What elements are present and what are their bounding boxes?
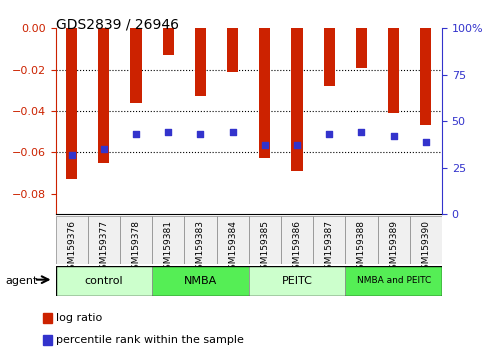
Bar — [324, 28, 335, 86]
FancyBboxPatch shape — [378, 216, 410, 264]
Point — [68, 152, 75, 158]
Bar — [43, 335, 52, 345]
Text: GSM159385: GSM159385 — [260, 220, 270, 275]
FancyBboxPatch shape — [281, 216, 313, 264]
Text: NMBA: NMBA — [184, 275, 217, 286]
Text: PEITC: PEITC — [282, 275, 313, 286]
Bar — [195, 28, 206, 97]
Text: GSM159378: GSM159378 — [131, 220, 141, 275]
Text: GSM159386: GSM159386 — [293, 220, 301, 275]
Text: GSM159387: GSM159387 — [325, 220, 334, 275]
Bar — [98, 28, 110, 162]
Point — [100, 146, 108, 152]
Point — [293, 143, 301, 148]
Bar — [259, 28, 270, 159]
Point — [164, 130, 172, 135]
FancyBboxPatch shape — [120, 216, 152, 264]
Point — [357, 130, 365, 135]
Point — [326, 131, 333, 137]
Point — [197, 131, 204, 137]
Text: GSM159389: GSM159389 — [389, 220, 398, 275]
Text: GSM159390: GSM159390 — [421, 220, 430, 275]
Text: NMBA and PEITC: NMBA and PEITC — [356, 276, 431, 285]
Text: GSM159377: GSM159377 — [99, 220, 108, 275]
Point — [261, 143, 269, 148]
FancyBboxPatch shape — [152, 216, 185, 264]
FancyBboxPatch shape — [249, 216, 281, 264]
Bar — [388, 28, 399, 113]
Text: GSM159381: GSM159381 — [164, 220, 173, 275]
FancyBboxPatch shape — [216, 216, 249, 264]
FancyBboxPatch shape — [345, 216, 378, 264]
Text: agent: agent — [6, 276, 38, 286]
Bar — [291, 28, 303, 171]
FancyBboxPatch shape — [185, 216, 216, 264]
Text: GSM159376: GSM159376 — [67, 220, 76, 275]
Text: percentile rank within the sample: percentile rank within the sample — [57, 335, 244, 345]
Point — [132, 131, 140, 137]
FancyBboxPatch shape — [313, 216, 345, 264]
FancyBboxPatch shape — [410, 216, 442, 264]
Bar — [420, 28, 431, 125]
Bar — [163, 28, 174, 55]
Text: GSM159384: GSM159384 — [228, 220, 237, 275]
Point — [229, 130, 237, 135]
Bar — [66, 28, 77, 179]
Text: control: control — [85, 275, 123, 286]
Text: GSM159383: GSM159383 — [196, 220, 205, 275]
Bar — [227, 28, 238, 72]
FancyBboxPatch shape — [56, 266, 152, 296]
Text: log ratio: log ratio — [57, 313, 103, 323]
Text: GDS2839 / 26946: GDS2839 / 26946 — [56, 18, 179, 32]
Point — [390, 133, 398, 139]
Bar — [130, 28, 142, 103]
Bar — [356, 28, 367, 68]
FancyBboxPatch shape — [152, 266, 249, 296]
FancyBboxPatch shape — [345, 266, 442, 296]
FancyBboxPatch shape — [249, 266, 345, 296]
FancyBboxPatch shape — [88, 216, 120, 264]
FancyBboxPatch shape — [56, 216, 88, 264]
Point — [422, 139, 430, 144]
Text: GSM159388: GSM159388 — [357, 220, 366, 275]
Bar — [43, 313, 52, 323]
